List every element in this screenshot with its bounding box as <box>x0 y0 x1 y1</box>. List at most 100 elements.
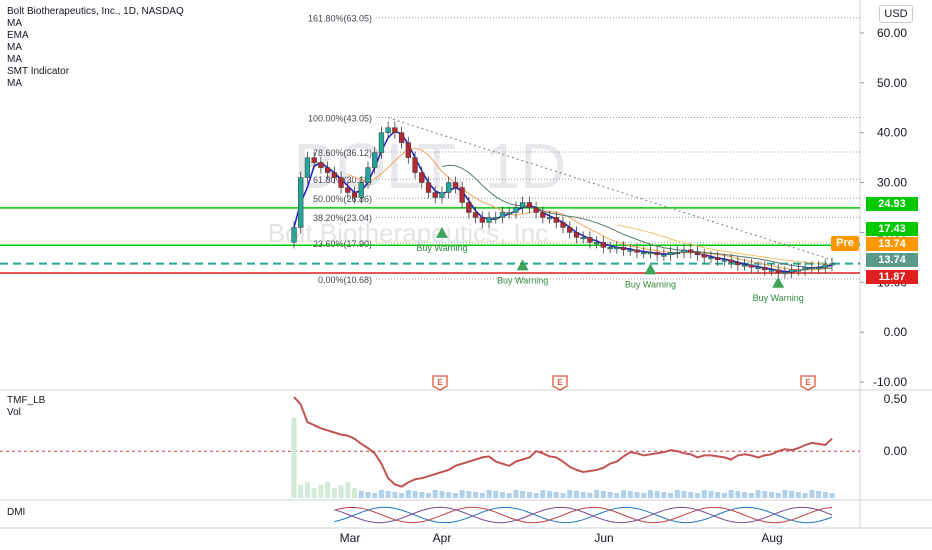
price-tag-pre: 13.74 <box>866 237 918 251</box>
volume-bar <box>432 490 438 498</box>
tmf-tick-label: 0.50 <box>884 392 908 406</box>
candle <box>425 182 432 193</box>
volume-bar <box>405 490 411 498</box>
candle <box>446 182 452 193</box>
volume-bar <box>809 490 815 498</box>
candle <box>795 269 802 272</box>
candle <box>809 267 815 270</box>
volume-bar <box>352 488 358 498</box>
volume-bar <box>560 493 566 498</box>
candle <box>513 207 519 213</box>
candle <box>405 142 411 158</box>
candle <box>398 132 405 143</box>
candle <box>762 267 768 271</box>
moving-average-line <box>441 164 833 269</box>
volume-bar <box>715 492 721 498</box>
legend-indicator-ema[interactable]: EMA <box>7 30 29 41</box>
candle <box>493 217 499 220</box>
candle <box>829 263 835 266</box>
buy-warning-triangle <box>644 263 657 275</box>
candle <box>311 157 317 163</box>
candle <box>620 247 627 251</box>
volume-bar <box>661 492 667 498</box>
price-tick-label: 60.00 <box>877 26 907 40</box>
candle <box>708 257 714 260</box>
volume-bar <box>506 493 512 498</box>
earnings-label: E <box>805 378 811 387</box>
candle <box>419 172 425 183</box>
candle <box>775 269 781 273</box>
volume-bar <box>547 491 553 498</box>
candle <box>338 177 344 188</box>
candle <box>755 267 761 270</box>
buy-warning-label: Buy Warning <box>753 293 804 303</box>
volume-bar <box>439 491 445 498</box>
volume-bar <box>466 491 472 498</box>
watermark-name: Bolt Biotherapeutics, Inc <box>268 218 548 248</box>
candle <box>667 252 674 256</box>
dmi-line <box>334 506 833 524</box>
volume-bar <box>668 493 674 498</box>
candle <box>654 252 660 256</box>
legend-symbol[interactable]: Bolt Biotherapeutics, Inc., 1D, NASDAQ <box>7 6 184 17</box>
fib-label: 0.00%(10.68) <box>318 275 372 285</box>
candle <box>634 249 640 253</box>
fib-label: 100.00%(43.05) <box>308 113 372 123</box>
legend-indicator-ma-1[interactable]: MA <box>7 18 22 29</box>
vol-label[interactable]: Vol <box>7 407 21 418</box>
volume-bar <box>338 485 344 498</box>
volume-bar <box>399 493 405 498</box>
volume-bar <box>345 482 351 498</box>
volume-bar <box>325 482 331 498</box>
candle <box>600 242 607 248</box>
legend-indicator-ma-4[interactable]: MA <box>7 78 22 89</box>
volume-bar <box>701 490 707 498</box>
candle <box>365 167 371 183</box>
volume-bar <box>627 491 633 498</box>
volume-bar <box>298 485 304 498</box>
candle <box>694 252 701 256</box>
volume-bar <box>768 492 774 498</box>
volume-bar <box>728 490 734 498</box>
tmf-label[interactable]: TMF_LB <box>7 395 46 406</box>
legend-indicator-smt[interactable]: SMT Indicator <box>7 66 70 77</box>
legend-indicator-ma-2[interactable]: MA <box>7 42 22 53</box>
volume-bar <box>641 493 647 498</box>
volume-bar <box>688 492 694 498</box>
volume-bars <box>291 418 835 498</box>
buy-warning-triangle <box>772 276 785 288</box>
volume-bar <box>372 493 378 498</box>
volume-bar <box>789 491 795 498</box>
tmf-pane: 0.50 0.00 <box>0 392 908 488</box>
candle <box>782 272 788 275</box>
dmi-label[interactable]: DMI <box>7 507 26 518</box>
candle <box>546 217 553 220</box>
volume-bar <box>426 493 431 498</box>
candles <box>291 121 835 279</box>
volume-bar <box>459 490 465 498</box>
price-tag-last: 13.74 <box>866 253 918 267</box>
volume-bar <box>358 491 364 498</box>
tmf-tick-label: 0.00 <box>884 444 908 458</box>
chart-legend: Bolt Biotherapeutics, Inc., 1D, NASDAQ M… <box>7 6 184 90</box>
volume-bar <box>614 493 620 498</box>
volume-bar <box>735 491 741 498</box>
legend-indicator-ma-3[interactable]: MA <box>7 54 22 65</box>
volume-bar <box>762 491 768 498</box>
volume-bar <box>600 491 606 498</box>
volume-bar <box>452 493 458 498</box>
dmi-line <box>334 506 833 524</box>
candle <box>627 249 633 252</box>
volume-bar <box>331 488 337 498</box>
candle <box>459 187 465 203</box>
earnings-icon <box>432 375 448 391</box>
volume-bar <box>318 485 324 498</box>
candle <box>748 264 754 268</box>
volume-bar <box>378 490 384 498</box>
candle <box>372 152 378 168</box>
fib-label: 50.00%(26.86) <box>313 194 372 204</box>
currency-button[interactable]: USD <box>879 5 913 23</box>
